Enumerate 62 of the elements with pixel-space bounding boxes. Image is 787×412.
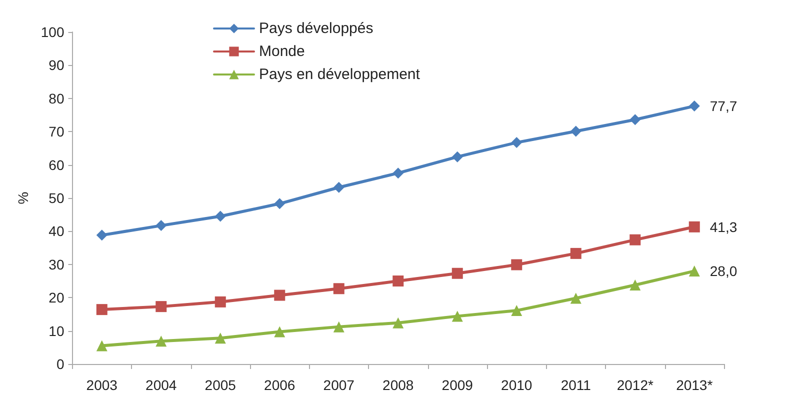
point bbox=[156, 336, 167, 347]
point bbox=[630, 279, 641, 290]
point bbox=[156, 220, 167, 232]
point bbox=[333, 321, 344, 332]
point bbox=[274, 290, 286, 301]
y-tick-label: 50 bbox=[48, 190, 64, 206]
x-tick-label: 2013* bbox=[676, 377, 714, 393]
y-tick-label: 30 bbox=[48, 256, 64, 272]
legend-label: Pays en développement bbox=[259, 66, 421, 83]
x-tick-label: 2008 bbox=[382, 377, 414, 393]
point bbox=[214, 296, 226, 308]
y-tick-label: 20 bbox=[48, 290, 64, 306]
data-label: 41,3 bbox=[710, 218, 738, 235]
x-tick-label: 2004 bbox=[146, 377, 177, 393]
x-tick-label: 2012* bbox=[616, 377, 654, 393]
point bbox=[96, 340, 108, 352]
x-tick-label: 2005 bbox=[204, 377, 236, 393]
point bbox=[688, 221, 700, 232]
point bbox=[96, 230, 108, 241]
point bbox=[570, 126, 582, 137]
x-tick-label: 2009 bbox=[442, 377, 474, 393]
y-tick-label: 40 bbox=[48, 223, 64, 240]
data-label: 77,7 bbox=[710, 98, 738, 114]
point bbox=[452, 151, 463, 162]
point bbox=[214, 332, 226, 344]
y-tick-label: 70 bbox=[48, 124, 64, 140]
y-tick-label: 10 bbox=[48, 322, 64, 339]
y-axis-title: % bbox=[15, 192, 31, 204]
point bbox=[630, 114, 641, 126]
point bbox=[630, 234, 641, 246]
point bbox=[570, 292, 582, 304]
point bbox=[214, 210, 226, 222]
point bbox=[156, 301, 167, 312]
point bbox=[333, 182, 344, 193]
x-tick-label: 2006 bbox=[264, 377, 296, 393]
legend-label: Pays développés bbox=[259, 20, 374, 37]
x-tick-label: 2010 bbox=[501, 377, 532, 393]
x-tick-label: 2011 bbox=[560, 377, 592, 393]
data-label: 28,0 bbox=[710, 263, 738, 280]
x-tick-label: 2003 bbox=[86, 377, 118, 393]
point bbox=[511, 259, 522, 270]
x-tick-label: 2007 bbox=[323, 377, 355, 393]
y-tick-label: 80 bbox=[48, 90, 64, 106]
point bbox=[333, 283, 344, 294]
y-tick-label: 60 bbox=[48, 156, 64, 173]
point bbox=[392, 317, 404, 328]
point bbox=[392, 168, 404, 179]
y-tick-label: 0 bbox=[56, 356, 64, 372]
point bbox=[452, 268, 463, 279]
y-tick-label: 90 bbox=[48, 57, 64, 74]
point bbox=[392, 276, 404, 286]
y-tick-label: 100 bbox=[40, 24, 64, 40]
legend-label: Monde bbox=[259, 43, 305, 60]
point bbox=[688, 266, 700, 277]
point bbox=[688, 100, 700, 112]
point bbox=[511, 137, 522, 148]
point bbox=[274, 326, 286, 338]
point bbox=[96, 304, 108, 316]
point bbox=[274, 198, 286, 210]
point bbox=[511, 305, 522, 316]
point bbox=[452, 310, 463, 322]
point bbox=[570, 248, 582, 259]
